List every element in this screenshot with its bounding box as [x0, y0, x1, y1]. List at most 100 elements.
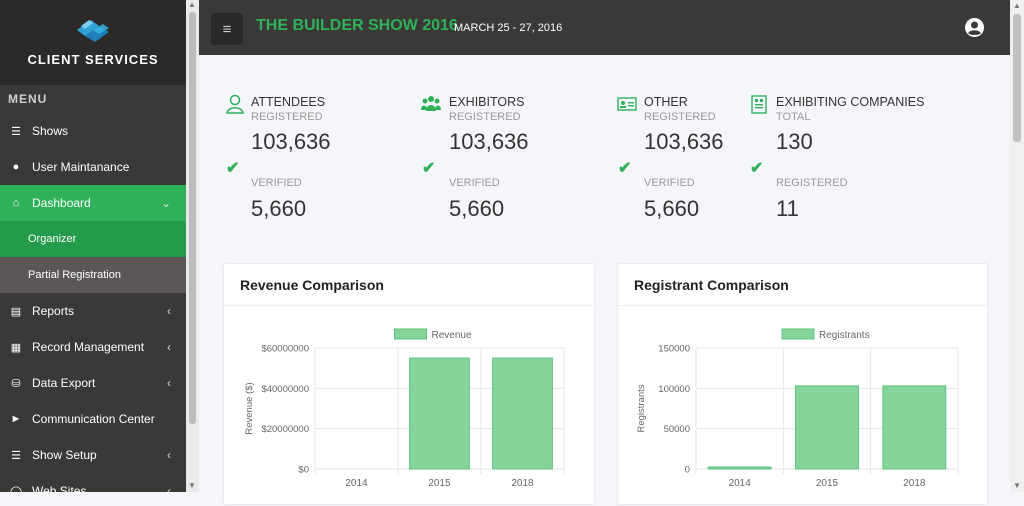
- logo-icon: [77, 20, 109, 42]
- sidebar-item-label: Web Sites: [32, 484, 87, 492]
- bar: [409, 357, 470, 470]
- chevron-down-icon: ⌄: [160, 196, 171, 210]
- sidebar-item-label: Record Management: [32, 340, 145, 354]
- stat-value: 5,660: [449, 196, 505, 221]
- stat-title: EXHIBITING COMPANIES: [776, 95, 925, 109]
- x-tick-label: 2014: [345, 478, 368, 489]
- y-tick-label: 50000: [664, 424, 690, 435]
- sidebar-item-label: Data Export: [32, 376, 96, 390]
- check-icon: ✔: [750, 160, 764, 177]
- sidebar-item-label: Shows: [32, 124, 69, 138]
- sidebar-item-record-management[interactable]: ▦ Record Management ‹: [0, 329, 186, 365]
- menu-heading: MENU: [0, 85, 186, 113]
- legend-label: Revenue: [432, 330, 472, 341]
- building-document-icon: [751, 95, 767, 114]
- legend-swatch: [781, 328, 815, 340]
- brand: CLIENT SERVICES: [0, 0, 186, 85]
- stat-value: 11: [776, 196, 799, 221]
- y-axis-label: Registrants: [636, 384, 647, 432]
- stat-title: OTHER: [644, 95, 688, 109]
- stat-label: VERIFIED: [644, 177, 695, 189]
- stat-label: REGISTERED: [776, 177, 848, 189]
- page-scrollbar[interactable]: ▲ ▼: [1010, 0, 1024, 492]
- stat-value: 103,636: [449, 129, 529, 154]
- sidebar-item-show-setup[interactable]: ☰ Show Setup ‹: [0, 437, 186, 473]
- legend-label: Registrants: [819, 330, 870, 341]
- scroll-up-arrow-icon[interactable]: ▲: [1013, 1, 1021, 10]
- show-title: THE BUILDER SHOW 2016: [256, 17, 458, 34]
- card-title: Registrant Comparison: [634, 277, 789, 293]
- y-axis-label: Revenue ($): [244, 382, 255, 434]
- id-card-icon: [617, 97, 637, 111]
- stat-value: 5,660: [251, 196, 307, 221]
- users-group-icon: [421, 96, 441, 111]
- sidebar-item-dashboard[interactable]: ⌂ Dashboard ⌄: [0, 185, 186, 221]
- x-tick-label: 2015: [428, 478, 451, 489]
- bar: [492, 357, 553, 470]
- stat-label: TOTAL: [776, 111, 811, 123]
- sidebar-item-label: User Maintanance: [32, 160, 130, 174]
- sidebar-item-data-export[interactable]: ⛁ Data Export ‹: [0, 365, 186, 401]
- x-tick-label: 2015: [816, 478, 839, 489]
- revenue-chart: Revenue $60000000 $40000000 $20000000 $0 2014…: [244, 328, 565, 489]
- stat-value: 5,660: [644, 196, 700, 221]
- menu-toggle-button[interactable]: ≡: [211, 13, 243, 45]
- y-tick-label: $0: [298, 465, 309, 476]
- y-tick-label: $20000000: [261, 424, 309, 435]
- person-icon: [226, 94, 244, 114]
- database-icon: ⛁: [11, 377, 21, 390]
- bar: [707, 466, 772, 470]
- sidebar-item-label: Dashboard: [32, 196, 91, 210]
- sidebar-item-communication-center[interactable]: ► Communication Center: [0, 401, 186, 437]
- y-tick-label: $60000000: [261, 344, 309, 355]
- top-bar: ≡ THE BUILDER SHOW 2016 MARCH 25 - 27, 2…: [199, 0, 1010, 55]
- bar: [795, 385, 859, 470]
- scroll-up-arrow-icon[interactable]: ▲: [188, 0, 196, 9]
- list-icon: ☰: [11, 125, 21, 138]
- legend-swatch: [394, 328, 427, 340]
- y-tick-label: 100000: [658, 384, 690, 395]
- card-divider: [224, 305, 594, 306]
- sidebar-item-user-maintanance[interactable]: ● User Maintanance: [0, 149, 186, 185]
- y-tick-label: 150000: [658, 344, 690, 355]
- x-tick-label: 2014: [729, 478, 752, 489]
- stat-label: REGISTERED: [251, 111, 323, 123]
- scroll-down-arrow-icon[interactable]: ▼: [188, 481, 196, 490]
- scrollbar-thumb[interactable]: [189, 12, 196, 424]
- stat-title: ATTENDEES: [251, 95, 326, 109]
- stat-value: 103,636: [644, 129, 724, 154]
- registrant-chart: Registrants 150000 100000 50000 0 2014 2015 201…: [636, 328, 959, 489]
- brand-title: CLIENT SERVICES: [27, 52, 159, 67]
- check-icon: ✔: [618, 160, 632, 177]
- sidebar-scrollbar[interactable]: ▲ ▼: [186, 0, 199, 492]
- sidebar-subitem-partial-registration[interactable]: Partial Registration: [0, 257, 186, 293]
- stat-title: EXHIBITORS: [449, 95, 525, 109]
- chevron-left-icon: ‹: [167, 304, 171, 318]
- sidebar-item-label: Communication Center: [32, 412, 155, 426]
- user-account-icon[interactable]: [964, 17, 985, 38]
- chevron-left-icon: ‹: [167, 484, 171, 492]
- scroll-down-arrow-icon[interactable]: ▼: [1013, 481, 1021, 490]
- sidebar-item-web-sites[interactable]: ◯ Web Sites ‹: [0, 473, 186, 492]
- revenue-comparison-card: Revenue Comparison Revenue $60000000 $4000…: [224, 264, 594, 504]
- stat-label: REGISTERED: [644, 111, 716, 123]
- sidebar-item-label: Reports: [32, 304, 75, 318]
- card-divider: [618, 305, 987, 306]
- sidebar-item-shows[interactable]: ☰ Shows: [0, 113, 186, 149]
- sidebar: CLIENT SERVICES MENU ☰ Shows ● User Main…: [0, 0, 186, 492]
- sidebar-item-label: Show Setup: [32, 448, 97, 462]
- stat-value: 130: [776, 129, 813, 154]
- check-icon: ✔: [226, 160, 240, 177]
- bar-chart-icon: ▤: [10, 305, 22, 318]
- x-tick-label: 2018: [903, 478, 926, 489]
- sitemap-icon: ☰: [11, 449, 21, 462]
- home-icon: ⌂: [12, 197, 20, 209]
- x-tick-label: 2018: [511, 478, 534, 489]
- stat-value: 103,636: [251, 129, 331, 154]
- chevron-left-icon: ‹: [167, 376, 171, 390]
- megaphone-icon: ►: [10, 413, 22, 425]
- scrollbar-thumb[interactable]: [1013, 14, 1021, 142]
- sidebar-subitem-organizer[interactable]: Organizer: [0, 221, 186, 257]
- sidebar-item-reports[interactable]: ▤ Reports ‹: [0, 293, 186, 329]
- chevron-left-icon: ‹: [167, 340, 171, 354]
